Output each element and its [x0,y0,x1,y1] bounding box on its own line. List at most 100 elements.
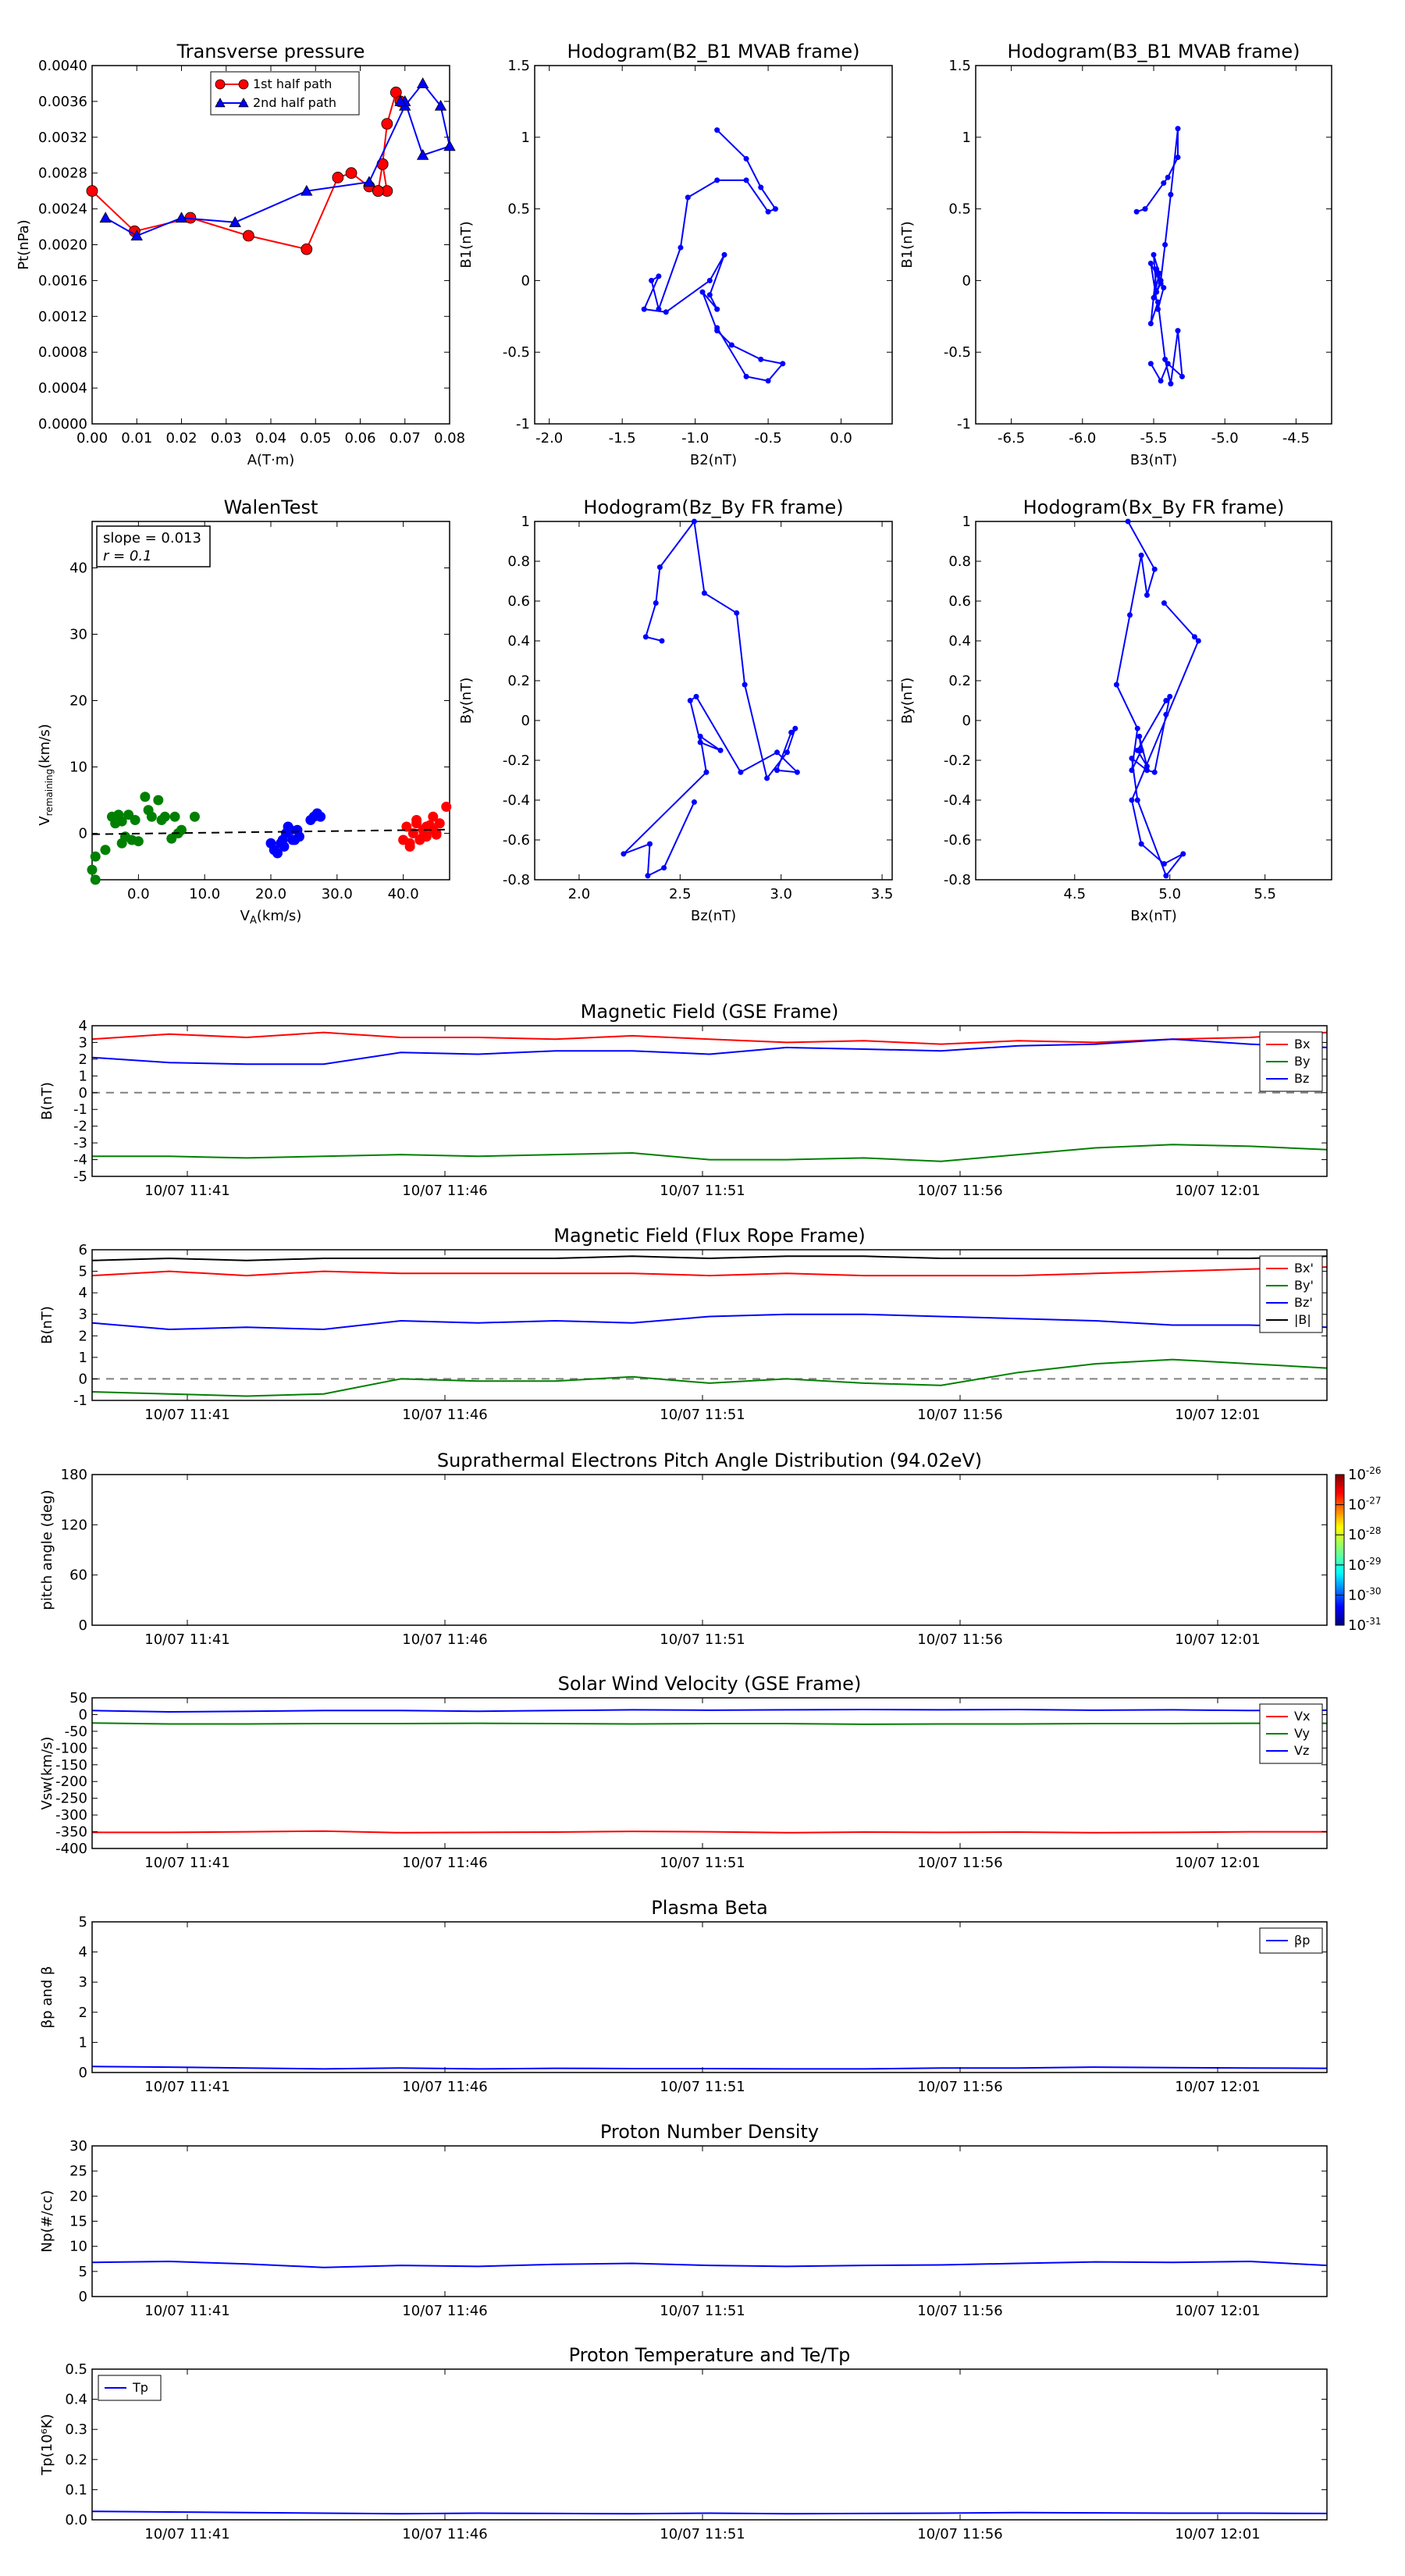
x-tick-label: -5.5 [1140,430,1167,447]
y-tick-label: 0.1 [65,2482,87,2498]
chart-title: Suprathermal Electrons Pitch Angle Distr… [437,1450,982,1471]
y-tick-label: 0.2 [507,673,530,689]
hodogram-point [1175,328,1181,334]
time-tick-label: 10/07 11:51 [660,1631,745,1648]
hodogram-path [1136,128,1183,384]
colorbar-tick-label: 10-29 [1348,1556,1382,1574]
chart-title: Magnetic Field (Flux Rope Frame) [553,1225,865,1247]
y-tick-label: 0 [79,826,87,842]
y-tick-label: 0.8 [948,553,971,570]
hodogram-point [758,184,764,190]
y-tick-label: 0.6 [948,593,971,610]
legend-entry: βp [1294,1933,1310,1948]
time-tick-label: 10/07 12:01 [1175,1407,1260,1423]
y-axis-label: B1(nT) [458,221,475,268]
y-axis-label: Pt(nPa) [16,219,32,269]
scatter-point [272,848,283,859]
panel-hodogram-2: Hodogram(B3_B1 MVAB frame) -1 -0.5 0 0.5 1 1.5… [899,41,1332,468]
hodogram-point [645,873,651,879]
x-tick-label: -0.5 [755,430,782,447]
hodogram-point [1134,797,1140,803]
y-tick-label: 2 [79,2005,87,2021]
hodogram-point [1180,851,1186,857]
y-tick-label: 0.0032 [38,130,87,146]
y-axis-label: By(nT) [899,678,916,724]
y-tick-label: -0.8 [944,872,971,888]
plot-frame [975,65,1332,425]
y-tick-label: 0 [79,1617,87,1634]
hodogram-point [738,769,744,775]
plot-frame [91,1474,1328,1626]
hodogram-point [642,634,649,640]
panel-timeseries-7: Magnetic Field (Flux Rope Frame) -1 0 1 2 3 4 5… [39,1225,1328,1423]
y-tick-label: 0 [521,272,530,289]
legend-entry: By [1294,1054,1310,1069]
panel-timeseries-11: Proton Number Density 0 5 10 15 20 25 30 10/07 1… [39,2121,1328,2319]
y-tick-label: 6 [79,1242,87,1258]
legend-entry: Vz [1294,1743,1309,1758]
scatter-point [159,811,170,822]
y-tick-label: 0.0004 [38,380,87,397]
chart-title: Magnetic Field (GSE Frame) [581,1001,839,1023]
y-tick-label: 15 [69,2214,87,2230]
time-tick-label: 10/07 12:01 [1175,2526,1260,2542]
x-tick-label: -1.5 [609,430,636,447]
y-tick-label: -4 [73,1152,87,1169]
time-tick-label: 10/07 11:56 [917,1855,1002,1871]
y-tick-label: -300 [55,1807,87,1823]
y-tick-label: -0.6 [944,832,971,849]
y-tick-label: 5 [79,1914,87,1930]
y-tick-label: -0.4 [503,792,530,809]
hodogram-point [1147,260,1154,266]
scatter-point [315,811,326,822]
legend-marker [238,79,249,90]
colorbar-exponent: -31 [1366,1616,1382,1627]
hodogram-path [642,129,784,382]
plot-frame [91,1249,1328,1401]
hodogram-point [656,306,662,312]
hodogram-point [794,769,800,775]
chart-title: Hodogram(B2_B1 MVAB frame) [567,41,860,62]
hodogram-point [1161,285,1167,291]
colorbar-tick-label: 10-27 [1348,1496,1382,1514]
colorbar-exponent: -28 [1366,1525,1382,1536]
scatter-point [279,841,290,852]
y-tick-label: -3 [73,1135,87,1151]
hodogram-point [1144,592,1150,598]
x-tick-label: 2.5 [669,886,692,902]
y-tick-label: 5 [79,2264,87,2280]
hodogram-point [699,289,706,295]
series-line-Bx' [91,1266,1328,1277]
time-tick-label: 10/07 11:56 [917,2303,1002,2319]
x-tick-label: 0.07 [389,430,421,447]
y-tick-label: 0.6 [507,593,530,610]
y-tick-label: 0.3 [65,2421,87,2438]
colorbar-base: 10 [1348,1527,1366,1543]
scatter-point [418,831,429,842]
y-tick-label: 2 [79,1051,87,1068]
data-point [443,140,456,151]
time-tick-label: 10/07 11:41 [144,2526,229,2542]
y-tick-label: 3 [79,1034,87,1051]
hodogram-point [764,775,770,781]
time-tick-label: 10/07 11:41 [144,1183,229,1199]
y-tick-label: -1 [73,1101,87,1118]
data-point [332,172,344,183]
data-point [229,215,241,227]
hodogram-point [1168,381,1174,387]
colorbar-exponent: -27 [1366,1496,1382,1507]
legend-entry: Bx [1294,1037,1310,1051]
plot-frame [91,65,450,425]
time-tick-label: 10/07 11:56 [917,2526,1002,2542]
colorbar-base: 10 [1348,1557,1366,1574]
time-tick-label: 10/07 11:41 [144,1631,229,1648]
hodogram-point [691,518,697,525]
scatter-point [189,811,200,822]
hodogram-point [1165,174,1171,180]
colorbar-exponent: -30 [1366,1585,1382,1596]
hodogram-point [678,244,684,251]
y-tick-label: 0 [79,2289,87,2305]
x-tick-label: 2.0 [568,886,591,902]
colorbar-base: 10 [1348,1497,1366,1514]
y-tick-label: 2 [79,1328,87,1344]
